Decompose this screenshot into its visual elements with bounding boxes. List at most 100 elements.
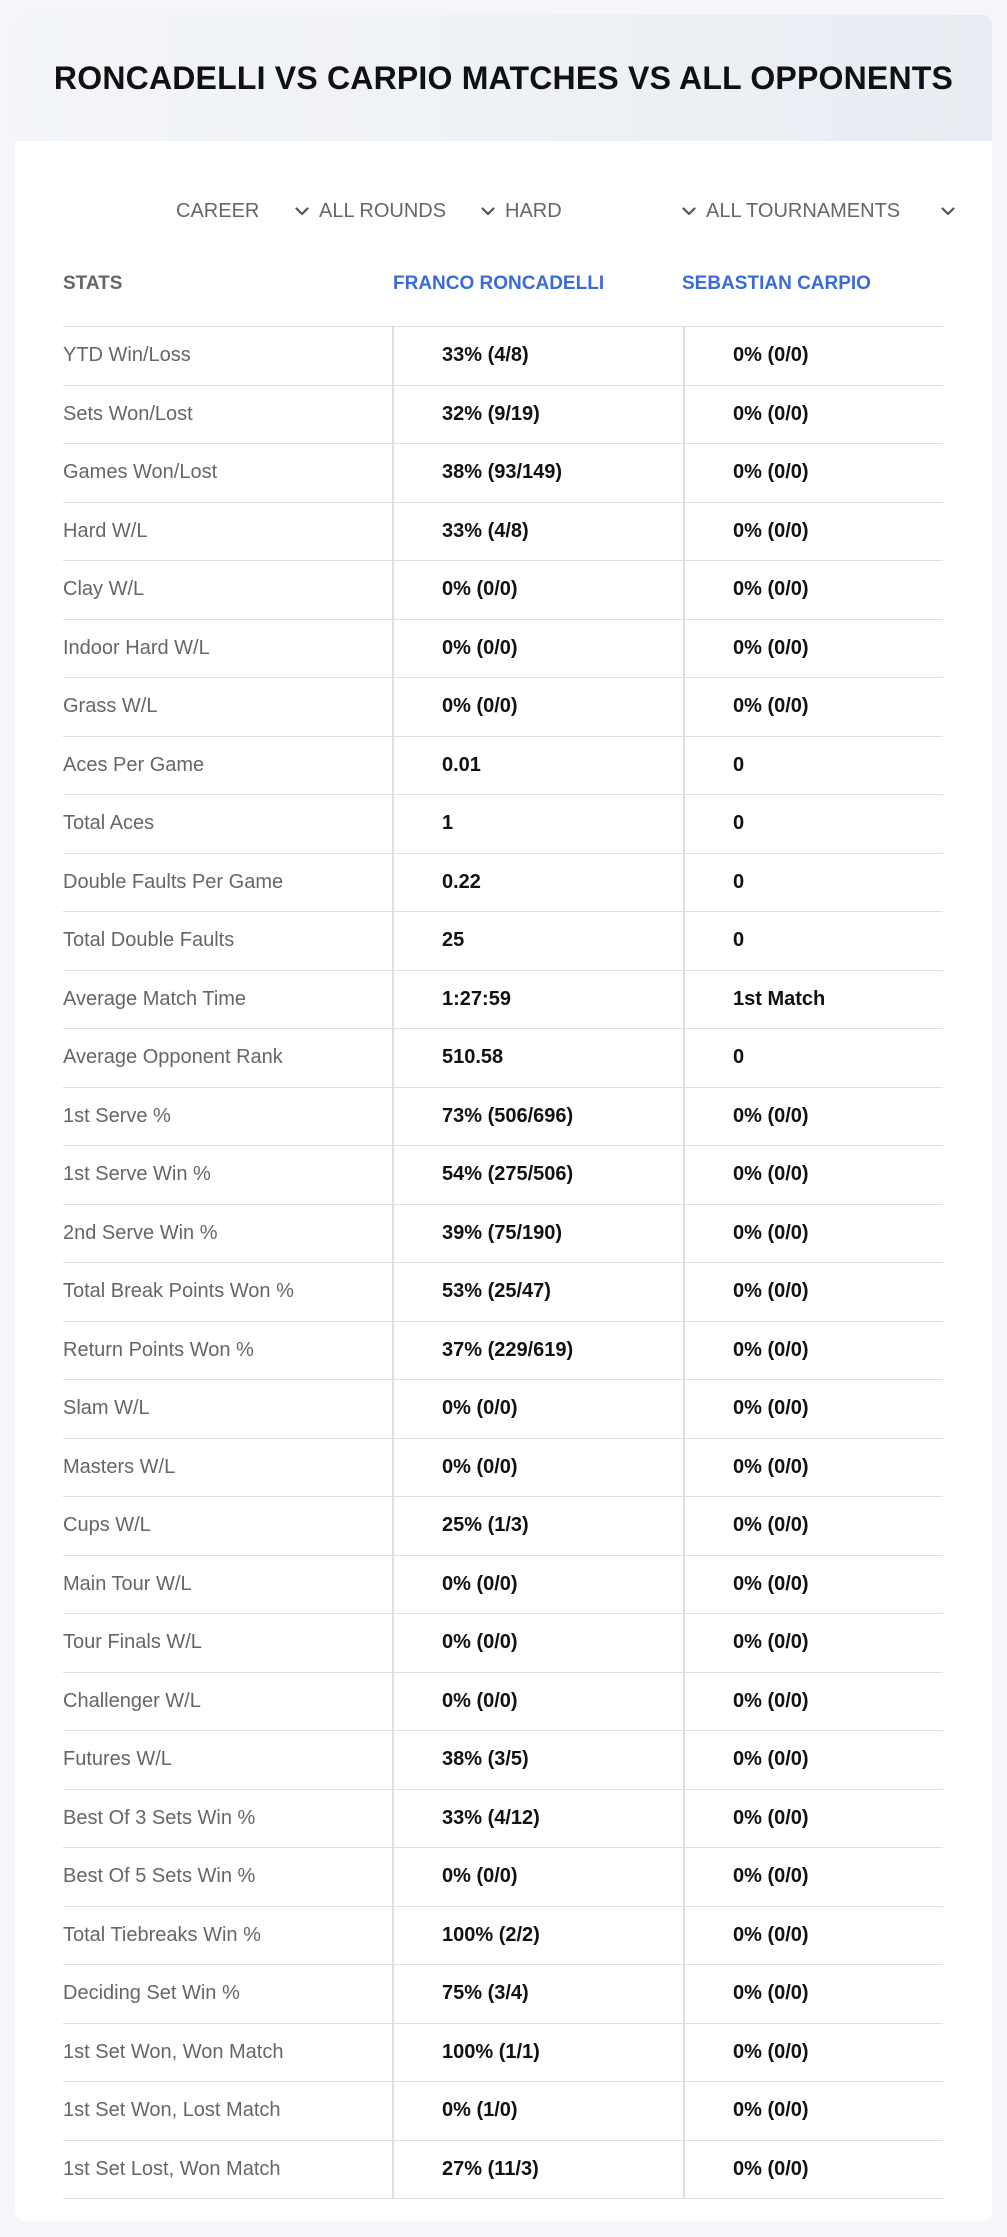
stat-label: Tour Finals W/L: [63, 1631, 202, 1654]
player1-value: 38% (93/149): [392, 444, 683, 502]
stat-label: Grass W/L: [63, 695, 158, 718]
player1-value: 0% (0/0): [392, 1672, 683, 1730]
player1-value: 0.01: [392, 736, 683, 794]
period-select[interactable]: CAREER: [176, 191, 313, 231]
stat-label: Aces Per Game: [63, 753, 205, 776]
player2-value: 0: [683, 736, 943, 794]
player2-value: 0% (0/0): [683, 327, 943, 385]
stats-table: STATS FRANCO RONCADELLI SEBASTIAN CARPIO…: [63, 253, 943, 2199]
table-row: Total Aces 1 0: [63, 795, 943, 854]
filter-bar: CAREER ALL ROUNDS HARD ALL TOURNAMENTS: [15, 191, 992, 231]
round-select[interactable]: ALL ROUNDS: [319, 191, 499, 231]
stat-label: 1st Set Lost, Won Match: [63, 2157, 281, 2180]
table-row: Aces Per Game 0.01 0: [63, 736, 943, 795]
player2-value: 0% (0/0): [683, 1087, 943, 1145]
tournament-select-value: ALL TOURNAMENTS: [706, 199, 901, 222]
player1-value: 33% (4/12): [392, 1789, 683, 1847]
stat-label: Double Faults Per Game: [63, 870, 284, 893]
player2-value: 0% (0/0): [683, 1380, 943, 1438]
table-row: Total Double Faults 25 0: [63, 912, 943, 971]
stat-label: Futures W/L: [63, 1748, 172, 1771]
table-row: Indoor Hard W/L 0% (0/0) 0% (0/0): [63, 619, 943, 678]
table-row: Main Tour W/L 0% (0/0) 0% (0/0): [63, 1555, 943, 1614]
player1-value: 0% (1/0): [392, 2082, 683, 2140]
player1-value: 0% (0/0): [392, 561, 683, 619]
table-row: Slam W/L 0% (0/0) 0% (0/0): [63, 1380, 943, 1439]
player2-value: 0% (0/0): [683, 1263, 943, 1321]
stat-label: Deciding Set Win %: [63, 1982, 240, 2005]
player1-value: 100% (1/1): [392, 2023, 683, 2081]
table-row: Best Of 5 Sets Win % 0% (0/0) 0% (0/0): [63, 1848, 943, 1907]
player2-column-header[interactable]: SEBASTIAN CARPIO: [682, 273, 871, 294]
player2-value: 0% (0/0): [683, 678, 943, 736]
player2-value: 0% (0/0): [683, 2140, 943, 2198]
surface-select-value: HARD: [505, 199, 562, 222]
table-row: Double Faults Per Game 0.22 0: [63, 853, 943, 912]
table-row: Return Points Won % 37% (229/619) 0% (0/0): [63, 1321, 943, 1380]
player1-value: 0% (0/0): [392, 678, 683, 736]
table-row: 1st Set Won, Lost Match 0% (1/0) 0% (0/0): [63, 2082, 943, 2141]
player1-value: 53% (25/47): [392, 1263, 683, 1321]
table-row: Average Opponent Rank 510.58 0: [63, 1029, 943, 1088]
stat-label: Games Won/Lost: [63, 461, 218, 484]
stat-label: Total Break Points Won %: [63, 1280, 294, 1303]
player2-value: 0% (0/0): [683, 619, 943, 677]
stats-card: RONCADELLI VS CARPIO MATCHES VS ALL OPPO…: [15, 15, 992, 2221]
player2-value: 0% (0/0): [683, 2082, 943, 2140]
stat-label: Hard W/L: [63, 519, 148, 542]
player1-value: 38% (3/5): [392, 1731, 683, 1789]
player1-value: 0.22: [392, 853, 683, 911]
stat-label: Return Points Won %: [63, 1338, 254, 1361]
stat-label: Best Of 5 Sets Win %: [63, 1865, 256, 1888]
page-title: RONCADELLI VS CARPIO MATCHES VS ALL OPPO…: [53, 59, 954, 96]
player1-value: 73% (506/696): [392, 1087, 683, 1145]
player1-column-header[interactable]: FRANCO RONCADELLI: [393, 273, 605, 294]
stat-label: 1st Serve %: [63, 1104, 171, 1127]
player1-value: 1: [392, 795, 683, 853]
player1-value: 75% (3/4): [392, 1965, 683, 2023]
player2-value: 0% (0/0): [683, 1204, 943, 1262]
stat-label: Masters W/L: [63, 1455, 176, 1478]
chevron-down-icon: [477, 200, 499, 222]
player2-value: 0: [683, 1029, 943, 1087]
player1-value: 32% (9/19): [392, 385, 683, 443]
period-select-value: CAREER: [176, 199, 260, 222]
table-row: Masters W/L 0% (0/0) 0% (0/0): [63, 1438, 943, 1497]
table-row: 1st Set Lost, Won Match 27% (11/3) 0% (0/0…: [63, 2140, 943, 2199]
player1-value: 100% (2/2): [392, 1906, 683, 1964]
player1-value: 37% (229/619): [392, 1321, 683, 1379]
stat-label: Challenger W/L: [63, 1689, 201, 1712]
stat-label: Indoor Hard W/L: [63, 636, 210, 659]
player2-value: 0: [683, 795, 943, 853]
table-row: Best Of 3 Sets Win % 33% (4/12) 0% (0/0): [63, 1789, 943, 1848]
stat-label: Slam W/L: [63, 1397, 150, 1420]
table-body: YTD Win/Loss 33% (4/8) 0% (0/0) Sets Won/Lo…: [63, 327, 943, 2199]
player2-value: 0% (0/0): [683, 1614, 943, 1672]
player1-value: 0% (0/0): [392, 1614, 683, 1672]
table-row: Deciding Set Win % 75% (3/4) 0% (0/0): [63, 1965, 943, 2024]
player2-value: 0% (0/0): [683, 1497, 943, 1555]
table-row: Tour Finals W/L 0% (0/0) 0% (0/0): [63, 1614, 943, 1673]
surface-select[interactable]: HARD: [505, 191, 700, 231]
table-row: 2nd Serve Win % 39% (75/190) 0% (0/0): [63, 1204, 943, 1263]
player1-value: 0% (0/0): [392, 1848, 683, 1906]
stat-label: Best Of 3 Sets Win %: [63, 1806, 256, 1829]
player2-value: 0% (0/0): [683, 1438, 943, 1496]
stat-label: 1st Serve Win %: [63, 1163, 211, 1186]
player2-value: 0% (0/0): [683, 1672, 943, 1730]
chevron-down-icon: [937, 200, 959, 222]
stat-label: Total Aces: [63, 812, 155, 835]
player1-value: 27% (11/3): [392, 2140, 683, 2198]
table-row: Cups W/L 25% (1/3) 0% (0/0): [63, 1497, 943, 1556]
tournament-select[interactable]: ALL TOURNAMENTS: [706, 191, 959, 231]
player2-value: 0% (0/0): [683, 1321, 943, 1379]
player2-value: 0% (0/0): [683, 1965, 943, 2023]
player2-value: 0% (0/0): [683, 502, 943, 560]
stat-label: Sets Won/Lost: [63, 402, 193, 425]
player1-value: 54% (275/506): [392, 1146, 683, 1204]
player2-value: 0% (0/0): [683, 1906, 943, 1964]
table-row: YTD Win/Loss 33% (4/8) 0% (0/0): [63, 327, 943, 386]
stat-label: Total Tiebreaks Win %: [63, 1923, 261, 1946]
table-row: Futures W/L 38% (3/5) 0% (0/0): [63, 1731, 943, 1790]
chevron-down-icon: [678, 200, 700, 222]
